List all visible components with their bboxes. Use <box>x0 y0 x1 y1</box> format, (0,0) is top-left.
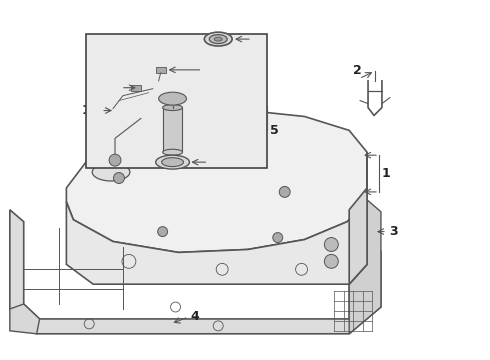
Bar <box>156 67 166 73</box>
Ellipse shape <box>163 105 182 111</box>
Text: 6: 6 <box>210 156 219 168</box>
Ellipse shape <box>185 136 240 160</box>
Text: 7: 7 <box>254 33 263 46</box>
Text: 3: 3 <box>389 225 397 238</box>
Ellipse shape <box>159 92 187 105</box>
Bar <box>131 85 141 91</box>
Circle shape <box>109 154 121 166</box>
Polygon shape <box>66 111 367 252</box>
Text: 9: 9 <box>204 63 213 76</box>
Text: 1: 1 <box>382 167 391 180</box>
Ellipse shape <box>214 37 222 41</box>
Ellipse shape <box>193 140 232 157</box>
Circle shape <box>273 233 283 243</box>
Ellipse shape <box>156 155 190 169</box>
Polygon shape <box>349 152 367 284</box>
Bar <box>163 108 182 152</box>
Text: 8: 8 <box>110 81 119 94</box>
Bar <box>86 34 267 168</box>
Polygon shape <box>10 210 381 334</box>
Text: 5: 5 <box>270 124 278 137</box>
Text: 4: 4 <box>191 310 199 323</box>
Circle shape <box>158 227 168 237</box>
Ellipse shape <box>204 32 232 46</box>
Circle shape <box>324 238 338 251</box>
Ellipse shape <box>209 35 227 44</box>
Circle shape <box>324 255 338 268</box>
Circle shape <box>114 172 124 184</box>
Circle shape <box>279 186 290 197</box>
Polygon shape <box>10 304 40 334</box>
Ellipse shape <box>92 163 130 181</box>
Ellipse shape <box>162 158 183 167</box>
Ellipse shape <box>163 149 182 155</box>
Text: 2: 2 <box>353 64 362 77</box>
Polygon shape <box>349 200 381 334</box>
Polygon shape <box>66 200 367 284</box>
Text: 10: 10 <box>82 104 99 117</box>
